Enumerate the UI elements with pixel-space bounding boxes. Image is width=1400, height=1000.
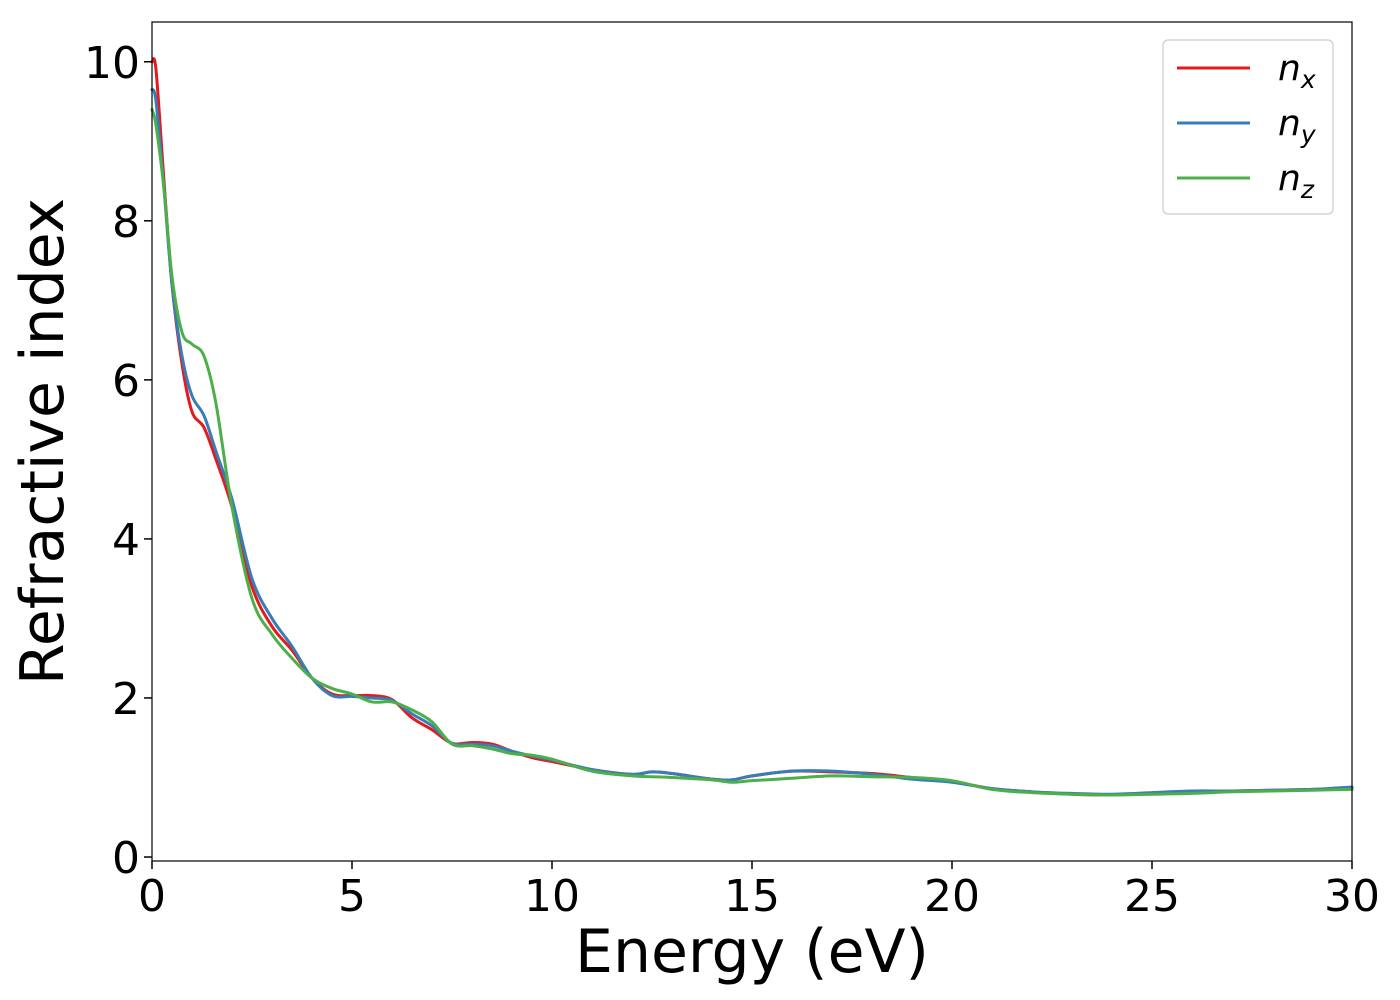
legend: nx ny nz — [1162, 39, 1334, 215]
legend-label-nx: nx — [1278, 48, 1316, 94]
x-tick-label: 20 — [924, 871, 980, 922]
ticks-layer: 0 5 10 15 20 25 30 0 2 4 6 8 10 — [84, 38, 1380, 922]
series-layer — [150, 57, 1354, 797]
y-tick-label: 2 — [112, 674, 140, 725]
legend-label-ny: ny — [1278, 103, 1317, 149]
y-axis-title: Refractive index — [8, 198, 78, 685]
y-tick-label: 0 — [112, 833, 140, 884]
y-tick-label: 8 — [112, 197, 140, 248]
x-tick-label: 30 — [1324, 871, 1380, 922]
y-tick-label: 4 — [112, 515, 140, 566]
y-tick-label: 10 — [84, 38, 140, 89]
legend-label-nz: nz — [1278, 158, 1315, 204]
x-axis-title: Energy (eV) — [575, 917, 929, 987]
x-tick-label: 5 — [338, 871, 366, 922]
legend-box — [1162, 39, 1334, 215]
x-tick-label: 10 — [524, 871, 580, 922]
y-tick-label: 6 — [112, 356, 140, 407]
series-line-nz — [150, 107, 1354, 797]
x-tick-label: 15 — [724, 871, 780, 922]
x-tick-label: 0 — [138, 871, 166, 922]
x-tick-label: 25 — [1124, 871, 1180, 922]
